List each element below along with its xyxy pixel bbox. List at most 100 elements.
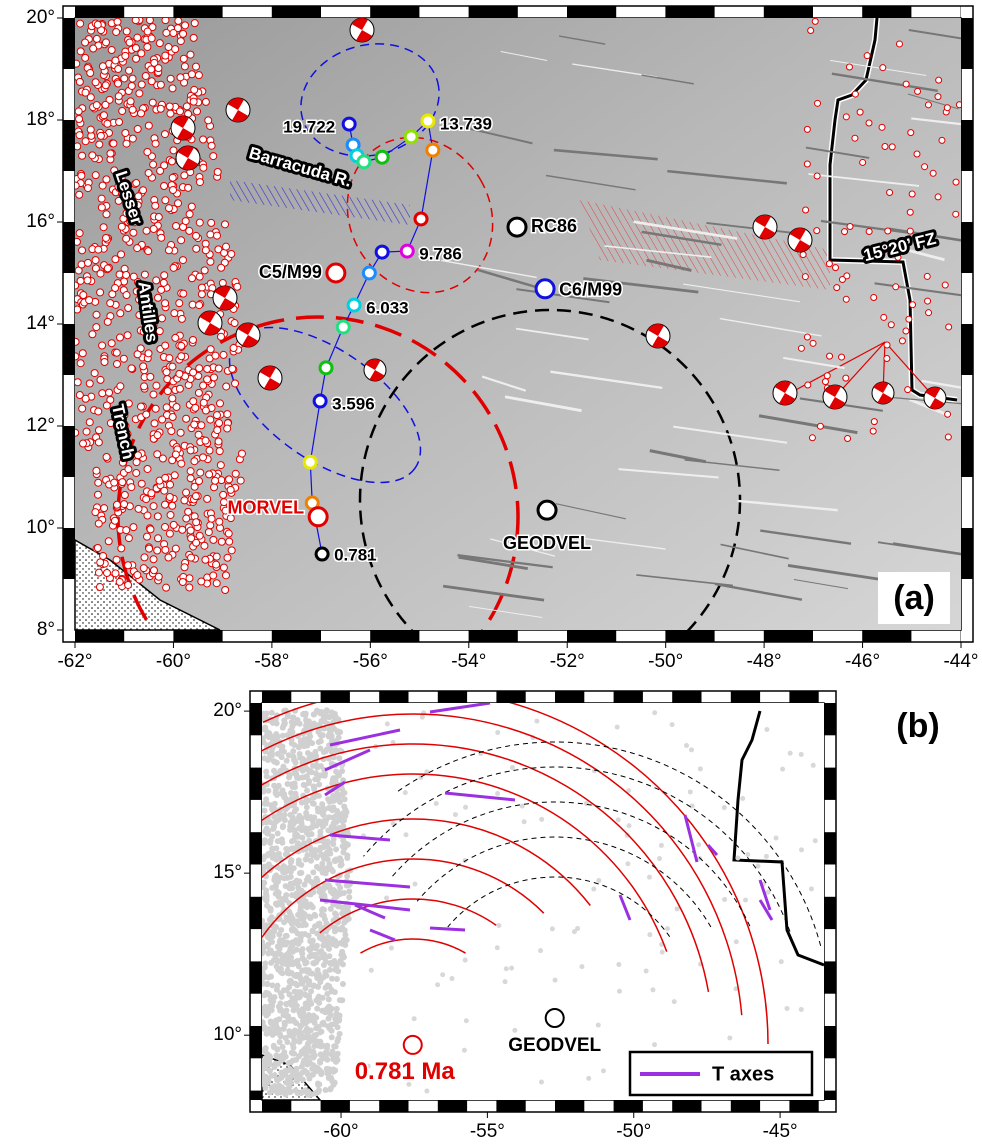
- frame-segment: [731, 691, 760, 703]
- earthquake: [166, 355, 173, 362]
- earthquake: [220, 564, 227, 571]
- earthquake: [129, 135, 136, 142]
- seismicity: [285, 1077, 291, 1083]
- earthquake: [99, 390, 106, 397]
- seismicity: [291, 1028, 297, 1034]
- seismicity: [323, 1087, 329, 1093]
- seismicity: [389, 946, 394, 951]
- earthquake: [814, 228, 820, 234]
- seismicity: [647, 932, 652, 937]
- seismicity: [333, 911, 339, 917]
- seismicity: [301, 782, 307, 788]
- earthquake: [211, 484, 218, 491]
- earthquake: [202, 437, 209, 444]
- seismicity: [310, 960, 316, 966]
- x-tick-label: -48°: [747, 651, 782, 672]
- earthquake: [177, 38, 184, 45]
- seismicity: [462, 1048, 467, 1053]
- seismicity: [298, 819, 304, 825]
- earthquake: [113, 349, 120, 356]
- earthquake: [223, 383, 230, 390]
- frame-segment: [438, 691, 467, 703]
- earthquake: [101, 358, 108, 365]
- pole: [314, 395, 326, 407]
- earthquake: [229, 365, 236, 372]
- seismicity: [650, 987, 655, 992]
- earthquake: [899, 338, 905, 344]
- earthquake: [906, 316, 912, 322]
- seismicity: [293, 1087, 299, 1093]
- earthquake: [885, 228, 891, 234]
- frame-segment: [173, 630, 222, 642]
- seismicity: [284, 940, 290, 946]
- x-tick-label: -58°: [254, 651, 289, 672]
- earthquake: [172, 334, 179, 341]
- seismicity: [341, 937, 347, 943]
- earthquake: [238, 450, 245, 457]
- seismicity: [596, 878, 601, 883]
- seismicity: [316, 994, 322, 1000]
- y-tick-label: 20°: [26, 7, 55, 28]
- earthquake: [190, 98, 197, 105]
- earthquake: [152, 140, 159, 147]
- earthquake: [192, 493, 199, 500]
- seismicity: [312, 749, 318, 755]
- seismicity: [463, 958, 468, 963]
- seismicity: [330, 713, 336, 719]
- seismicity: [450, 976, 455, 981]
- earthquake: [86, 419, 93, 426]
- earthquake: [181, 564, 188, 571]
- earthquake: [222, 586, 229, 593]
- earthquake: [162, 52, 169, 59]
- pole: [415, 213, 427, 225]
- pole-age-label: 6.033: [366, 299, 409, 318]
- earthquake: [200, 382, 207, 389]
- seismicity: [286, 909, 292, 915]
- earthquake: [192, 404, 199, 411]
- earthquake: [127, 98, 134, 105]
- seismicity: [764, 854, 769, 859]
- seismicity: [586, 1076, 591, 1081]
- earthquake: [104, 265, 111, 272]
- earthquake: [130, 273, 137, 280]
- earthquake: [237, 477, 244, 484]
- earthquake: [84, 185, 91, 192]
- earthquake: [114, 18, 121, 25]
- frame-segment: [173, 6, 222, 18]
- seismicity: [310, 822, 316, 828]
- earthquake: [104, 120, 111, 127]
- seismicity: [271, 994, 277, 1000]
- earthquake: [138, 480, 145, 487]
- seismicity: [298, 1090, 304, 1096]
- earthquake: [172, 545, 179, 552]
- earthquake: [138, 81, 145, 88]
- earthquake: [126, 39, 133, 46]
- earthquake: [149, 99, 156, 106]
- earthquake: [134, 34, 141, 41]
- seismicity: [336, 755, 342, 761]
- earthquake: [148, 78, 155, 85]
- seismicity: [342, 813, 348, 819]
- earthquake: [186, 575, 193, 582]
- seismicity: [273, 1052, 279, 1058]
- seismicity: [338, 859, 344, 865]
- earthquake: [147, 373, 154, 380]
- seismicity: [785, 1006, 790, 1011]
- x-tick-label: -55°: [470, 1121, 505, 1139]
- seismicity: [698, 766, 703, 771]
- earthquake: [86, 297, 93, 304]
- earthquake: [808, 27, 814, 33]
- seismicity: [539, 817, 544, 822]
- earthquake: [227, 486, 234, 493]
- earthquake: [224, 425, 231, 432]
- seismicity: [276, 783, 282, 789]
- y-tick-label: 12°: [26, 415, 55, 436]
- seismicity: [291, 1007, 297, 1013]
- earthquake: [884, 356, 890, 362]
- seismicity: [297, 751, 303, 757]
- earthquake: [847, 224, 853, 230]
- earthquake: [193, 519, 200, 526]
- earthquake: [172, 46, 179, 53]
- earthquake: [77, 48, 84, 55]
- seismicity: [495, 791, 500, 796]
